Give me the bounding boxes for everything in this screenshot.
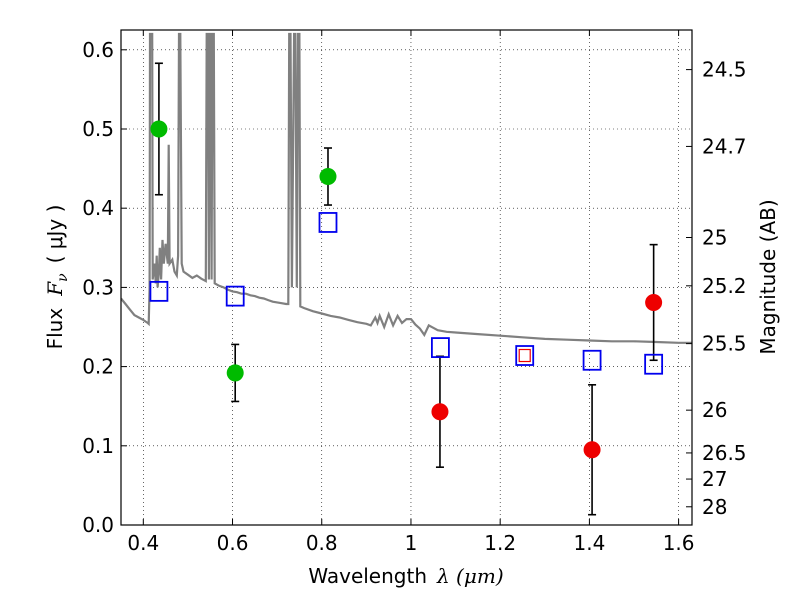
model-square-marker: [515, 345, 535, 366]
series-model-photometry-inner: [518, 348, 531, 363]
series-model-photometry: [149, 212, 664, 375]
y2-tick-label: 28: [702, 495, 727, 519]
y-axis-subscript: ν: [55, 273, 71, 282]
y2-axis-title: Magnitude (AB): [756, 199, 780, 354]
data-point: [226, 364, 244, 382]
x-tick-label: 0.8: [306, 531, 338, 555]
data-point: [319, 168, 337, 186]
model-square-marker: [582, 349, 602, 371]
y2-tick-label: 25.2: [702, 274, 747, 298]
x-tick-label: 1: [405, 531, 418, 555]
model-square-marker: [149, 280, 169, 302]
x-tick-label: 1.2: [484, 531, 516, 555]
model-inner-square-marker: [518, 348, 531, 363]
x-tick-label: 0.6: [217, 531, 249, 555]
axes: 0.4 0.6 0.8 1 1.2 1.4 1.6 0.0 0.1 0.2 0.3 0.4 0.5 0.6…: [82, 29, 747, 555]
series-detections-ir: [431, 243, 663, 516]
x-tick-label: 0.4: [127, 531, 159, 555]
x-axis-symbol: λ (μm): [436, 564, 504, 588]
y-tick-label: 0.4: [82, 196, 114, 220]
data-point: [150, 120, 168, 138]
y2-tick-label: 26.5: [702, 441, 747, 465]
y-axis-units: ( μJy ): [43, 205, 67, 264]
model-square-marker: [225, 285, 245, 307]
data-point: [583, 441, 601, 459]
y2-tick-label: 24.7: [702, 134, 747, 158]
data-point: [645, 293, 663, 311]
y-tick-label: 0.3: [82, 275, 114, 299]
y2-tick-label: 25: [702, 226, 727, 250]
y-tick-label: 0.0: [82, 513, 114, 537]
plot-area: [121, 30, 692, 526]
x-tick-label: 1.4: [573, 531, 605, 555]
series-detections-optical: [150, 62, 337, 403]
plot-frame: [120, 29, 693, 526]
y-axis-symbol: F: [43, 281, 67, 297]
spectrum-line: [121, 32, 692, 344]
x-tick-label: 1.6: [663, 531, 695, 555]
y-tick-label: 0.6: [82, 38, 114, 62]
x-axis-label: Wavelength: [308, 564, 427, 588]
model-square-marker: [431, 337, 450, 358]
model-square-marker: [318, 212, 338, 233]
x-axis-title: Wavelength λ (μm): [308, 564, 503, 588]
y-tick-label: 0.1: [82, 434, 114, 458]
y-tick-label: 0.2: [82, 355, 114, 379]
y2-tick-label: 27: [702, 467, 727, 491]
data-point: [431, 403, 449, 421]
y2-tick-label: 26: [702, 398, 727, 422]
y2-tick-label: 24.5: [702, 58, 747, 82]
y-axis-title: Flux Fν ( μJy ): [43, 205, 71, 350]
y2-tick-label: 25.5: [702, 332, 747, 356]
model-square-marker: [644, 353, 664, 375]
y-axis-label: Flux: [43, 308, 67, 350]
y-tick-label: 0.5: [82, 117, 114, 141]
